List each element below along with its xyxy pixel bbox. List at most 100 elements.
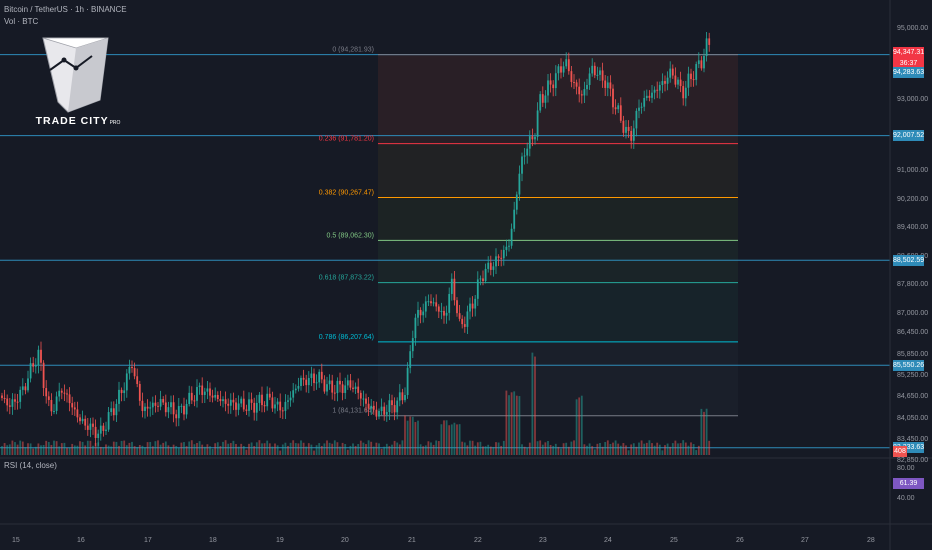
volume-bar bbox=[450, 424, 453, 455]
volume-bar bbox=[209, 446, 211, 455]
candle-body bbox=[349, 380, 352, 388]
volume-bar bbox=[679, 443, 682, 455]
volume-bar bbox=[700, 408, 703, 455]
volume-bar bbox=[588, 443, 591, 455]
candle-body bbox=[333, 392, 336, 394]
volume-bar bbox=[578, 397, 581, 455]
price-axis-label: 84,650.00 bbox=[897, 393, 929, 401]
volume-bar bbox=[635, 446, 638, 455]
candle-body bbox=[307, 377, 310, 386]
volume-bar bbox=[406, 420, 409, 455]
volume-bar bbox=[682, 440, 685, 455]
volume-bar bbox=[323, 443, 326, 455]
candle-body bbox=[580, 94, 583, 96]
volume-bar bbox=[180, 442, 183, 455]
volume-bar bbox=[157, 440, 159, 455]
volume-bar bbox=[76, 445, 79, 455]
volume-bar bbox=[508, 395, 510, 455]
candle-body bbox=[359, 392, 362, 399]
volume-bar bbox=[427, 441, 430, 455]
candle-body bbox=[578, 86, 581, 95]
volume-bar bbox=[575, 399, 578, 455]
volume-bar bbox=[333, 440, 336, 455]
candle-body bbox=[430, 301, 432, 304]
fib-label: 0.618 (87,873.22) bbox=[319, 275, 374, 282]
volume-bar bbox=[279, 450, 282, 455]
candle-body bbox=[71, 403, 74, 408]
candle-body bbox=[297, 385, 300, 389]
volume-bar bbox=[131, 441, 133, 455]
candle-body bbox=[11, 399, 14, 407]
candle-body bbox=[81, 418, 84, 422]
volume-bar bbox=[68, 447, 71, 455]
candle-body bbox=[110, 408, 113, 413]
fib-zone bbox=[378, 341, 738, 416]
candle-body bbox=[84, 418, 87, 426]
volume-bar bbox=[144, 447, 146, 455]
candle-body bbox=[534, 136, 536, 140]
candle-body bbox=[640, 106, 643, 108]
candle-body bbox=[674, 75, 677, 85]
volume-bar bbox=[310, 444, 313, 455]
candle-body bbox=[508, 245, 510, 247]
price-axis-label: 85,250.00 bbox=[897, 371, 929, 379]
volume-bar bbox=[505, 390, 508, 455]
candle-body bbox=[658, 84, 661, 91]
volume-bar bbox=[656, 442, 659, 455]
volume-bar bbox=[547, 440, 549, 455]
volume-bar bbox=[105, 444, 107, 455]
candle-body bbox=[227, 403, 230, 406]
candle-body bbox=[79, 417, 81, 422]
volume-bar bbox=[268, 443, 271, 455]
volume-bar bbox=[349, 445, 352, 455]
volume-bar bbox=[484, 446, 487, 455]
candle-body bbox=[344, 385, 347, 393]
volume-bar bbox=[500, 445, 503, 455]
volume-bar bbox=[271, 446, 274, 455]
price-axis-label: 93,000.00 bbox=[897, 96, 929, 104]
volume-bar bbox=[580, 395, 583, 455]
candle-body bbox=[302, 377, 305, 380]
volume-bar bbox=[92, 445, 94, 455]
volume-bar bbox=[240, 443, 243, 455]
candle-body bbox=[531, 136, 534, 140]
volume-bar bbox=[216, 442, 219, 455]
candle-body bbox=[222, 399, 224, 402]
volume-bar bbox=[120, 440, 123, 455]
candle-body bbox=[453, 278, 456, 301]
candle-body bbox=[180, 405, 183, 407]
candle-body bbox=[211, 395, 214, 398]
volume-bar bbox=[409, 416, 412, 455]
volume-bar bbox=[440, 424, 443, 455]
price-tag: 88,502.59 bbox=[893, 254, 925, 266]
candle-body bbox=[471, 303, 474, 309]
volume-bar bbox=[396, 442, 399, 455]
time-axis-label: 23 bbox=[539, 537, 547, 544]
volume-bar bbox=[21, 441, 24, 455]
volume-bar bbox=[354, 446, 357, 455]
time-axis-label: 17 bbox=[144, 537, 152, 544]
volume-bar bbox=[549, 444, 552, 455]
volume-bar bbox=[708, 440, 711, 455]
candle-body bbox=[362, 398, 365, 400]
candle-body bbox=[461, 318, 464, 325]
candle-body bbox=[612, 88, 614, 108]
volume-bar bbox=[53, 440, 55, 455]
candle-body bbox=[599, 70, 601, 75]
price-tag: 83,233.63 bbox=[893, 442, 925, 454]
volume-bar bbox=[417, 420, 419, 455]
candle-body bbox=[42, 362, 45, 389]
volume-bar bbox=[219, 446, 222, 455]
volume-bar bbox=[432, 444, 435, 455]
volume-bar bbox=[261, 443, 263, 455]
volume-bar bbox=[94, 442, 97, 455]
candle-body bbox=[164, 402, 167, 413]
candle-body bbox=[651, 92, 653, 98]
price-axis-label: 83,450.00 bbox=[897, 435, 929, 443]
candle-body bbox=[692, 79, 695, 81]
volume-bar bbox=[591, 446, 594, 455]
volume-bar bbox=[419, 444, 422, 455]
candle-body bbox=[24, 386, 27, 391]
volume-bar bbox=[617, 443, 620, 455]
